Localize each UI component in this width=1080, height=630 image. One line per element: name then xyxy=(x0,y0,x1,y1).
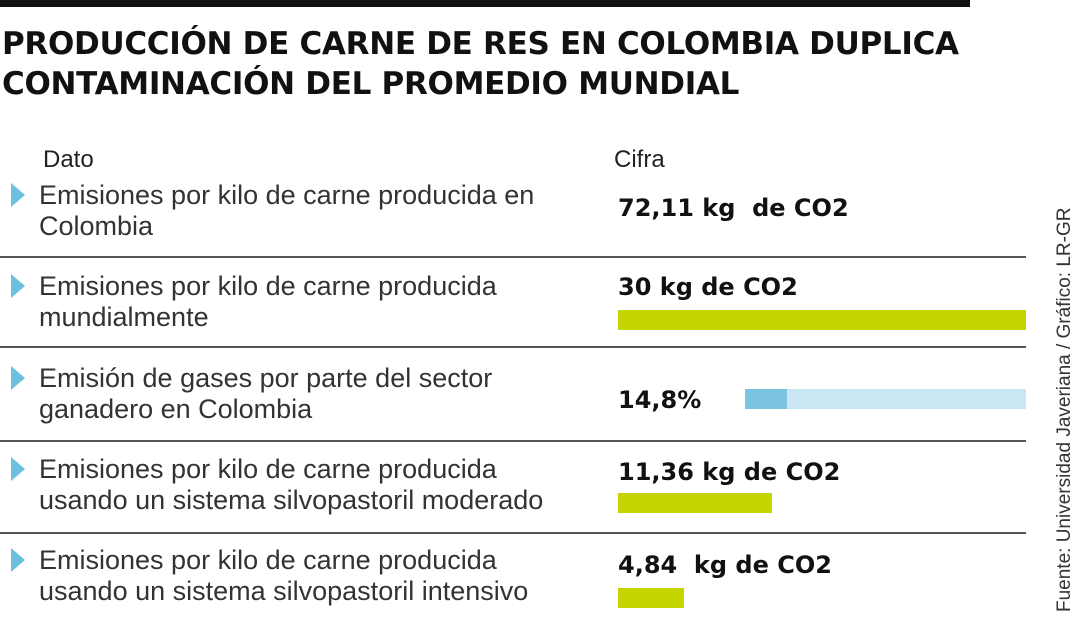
row-divider xyxy=(0,346,1026,348)
percent-bar-fill xyxy=(745,389,787,409)
row-label-line: Colombia xyxy=(39,211,154,241)
row-value: 72,11 kg de CO2 xyxy=(618,194,849,222)
table-row: Emisiones por kilo de carne producida us… xyxy=(0,538,1026,630)
row-label-line: Emisión de gases por parte del sector xyxy=(39,363,493,393)
percent-bar-track xyxy=(745,389,1026,409)
value-bar xyxy=(618,588,684,608)
triangle-marker-icon xyxy=(11,183,25,207)
row-divider xyxy=(0,256,1026,258)
triangle-marker-icon xyxy=(11,457,25,481)
row-value: 11,36 kg de CO2 xyxy=(618,458,841,486)
row-label: Emisiones por kilo de carne producida us… xyxy=(39,454,599,516)
value-bar xyxy=(618,310,1026,330)
row-value: 14,8% xyxy=(618,386,702,414)
top-rule xyxy=(0,0,970,7)
row-label-line: usando un sistema silvopastoril moderado xyxy=(39,485,544,515)
table-row: Emisiones por kilo de carne producida en… xyxy=(0,172,1026,264)
row-label: Emisiones por kilo de carne producida en… xyxy=(39,180,599,242)
triangle-marker-icon xyxy=(11,274,25,298)
triangle-marker-icon xyxy=(11,366,25,390)
row-label-line: Emisiones por kilo de carne producida en xyxy=(39,180,535,210)
row-label-line: ganadero en Colombia xyxy=(39,394,313,424)
row-label: Emisiones por kilo de carne producida mu… xyxy=(39,271,599,333)
title-line: CONTAMINACIÓN DEL PROMEDIO MUNDIAL xyxy=(2,66,740,102)
row-label-line: usando un sistema silvopastoril intensiv… xyxy=(39,576,529,606)
column-header-cifra: Cifra xyxy=(614,146,665,173)
row-label-line: Emisiones por kilo de carne producida xyxy=(39,545,497,575)
row-divider xyxy=(0,440,1026,442)
row-divider xyxy=(0,532,1026,534)
table-row: Emisión de gases por parte del sector ga… xyxy=(0,356,1026,448)
source-credit: Fuente: Universidad Javeriana / Gráfico:… xyxy=(1054,207,1075,612)
title-line: PRODUCCIÓN DE CARNE DE RES EN COLOMBIA D… xyxy=(2,26,959,62)
row-label-line: mundialmente xyxy=(39,302,209,332)
row-label: Emisiones por kilo de carne producida us… xyxy=(39,545,599,607)
chart-title: PRODUCCIÓN DE CARNE DE RES EN COLOMBIA D… xyxy=(2,24,1002,104)
value-bar xyxy=(618,493,773,513)
table-row: Emisiones por kilo de carne producida mu… xyxy=(0,264,1026,356)
triangle-marker-icon xyxy=(11,548,25,572)
column-header-dato: Dato xyxy=(43,146,94,173)
row-label-line: Emisiones por kilo de carne producida xyxy=(39,271,497,301)
row-label: Emisión de gases por parte del sector ga… xyxy=(39,363,599,425)
row-label-line: Emisiones por kilo de carne producida xyxy=(39,454,497,484)
table-row: Emisiones por kilo de carne producida us… xyxy=(0,448,1026,540)
row-value: 30 kg de CO2 xyxy=(618,273,798,301)
row-value: 4,84 kg de CO2 xyxy=(618,551,832,579)
